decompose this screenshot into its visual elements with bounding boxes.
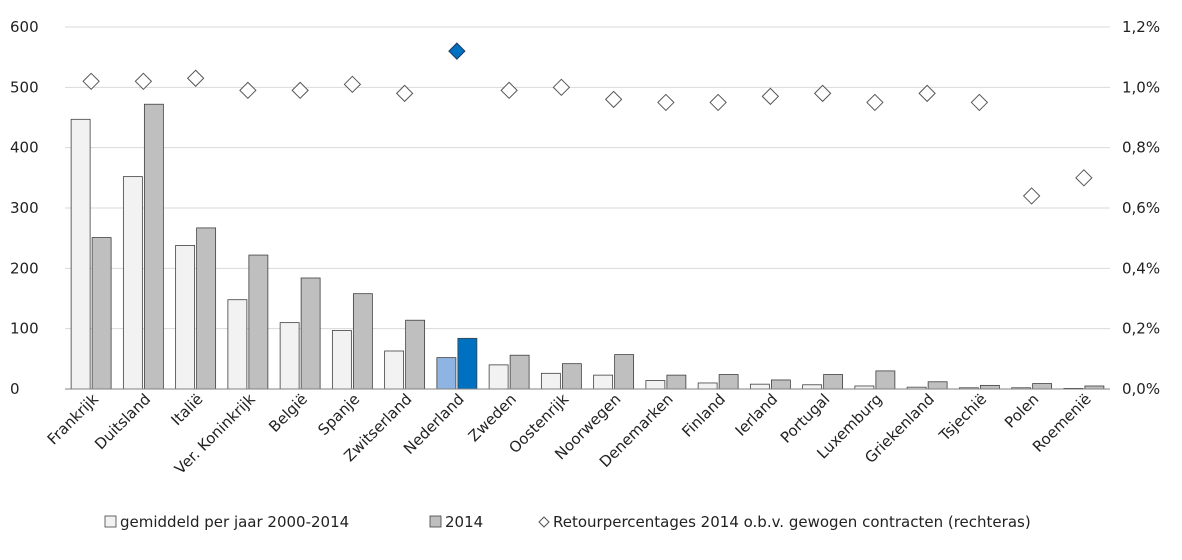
marker-return-pct (291, 81, 309, 100)
x-tick-label: Tsjechië (935, 390, 990, 445)
marker-return-pct (761, 87, 780, 106)
bar-2014 (718, 374, 739, 390)
y-tick-label-left: 500 (10, 78, 39, 96)
bar-2014 (1032, 383, 1053, 390)
y-tick-label-right: 0,6% (1122, 199, 1160, 217)
y-tick-label-right: 0,4% (1122, 259, 1160, 277)
bar-2014 (457, 337, 478, 390)
bar-2014 (352, 293, 373, 390)
marker-return-pct (134, 72, 153, 91)
x-tick-label: Polen (1001, 390, 1042, 431)
marker-return-pct (552, 78, 571, 97)
bar-2014 (300, 277, 321, 390)
marker-return-pct (186, 69, 205, 87)
marker-return-pct (604, 90, 623, 109)
bar-2014 (509, 354, 530, 390)
bar-2014 (927, 381, 948, 390)
legend-symbol-bar (104, 515, 117, 528)
y-tick-label-left: 300 (10, 199, 39, 217)
y-tick-label-left: 100 (10, 320, 39, 338)
bar-2014 (666, 374, 687, 390)
bar-2014 (770, 379, 791, 390)
marker-return-pct (813, 84, 832, 103)
bar-2014 (405, 319, 426, 390)
marker-return-pct (343, 75, 362, 94)
marker-return-pct (239, 81, 257, 100)
bar-average (697, 382, 718, 390)
y-tick-label-right: 0,8% (1122, 139, 1160, 157)
bar-2014 (196, 227, 217, 390)
x-tick-label: België (265, 390, 311, 436)
legend-symbol-marker (538, 516, 550, 528)
y-tick-label-right: 0,2% (1122, 320, 1160, 338)
y-tick-label-left: 0 (10, 380, 20, 398)
bar-average (70, 118, 91, 390)
bar-average (540, 372, 561, 390)
x-tick-label: Spanje (314, 390, 363, 439)
x-tick-label: Italië (168, 390, 207, 429)
marker-return-pct (970, 93, 989, 112)
marker-return-pct (1022, 187, 1041, 205)
bar-average (331, 330, 352, 390)
x-tick-label: Ierland (732, 390, 782, 440)
legend-label: gemiddeld per jaar 2000-2014 (120, 513, 349, 531)
bar-average (802, 384, 823, 390)
legend-symbol-bar (429, 515, 442, 528)
bar-average (175, 245, 196, 390)
bar-average (227, 299, 248, 390)
bar-2014 (248, 254, 269, 390)
bar-2014 (561, 363, 582, 390)
bar-2014 (823, 374, 844, 390)
y-tick-label-left: 200 (10, 259, 39, 277)
bar-average (279, 322, 300, 390)
y-tick-label-left: 400 (10, 139, 39, 157)
bar-2014 (614, 354, 635, 390)
x-tick-label: Duitsland (91, 390, 154, 453)
legend-label: Retourpercentages 2014 o.b.v. gewogen co… (553, 513, 1031, 531)
bar-2014 (91, 237, 112, 390)
marker-return-pct (918, 84, 936, 103)
marker-return-pct (709, 93, 727, 112)
y-tick-label-left: 600 (10, 18, 39, 36)
bar-2014 (143, 103, 164, 390)
bar-average (593, 374, 614, 390)
bar-2014 (875, 370, 896, 390)
y-tick-label-right: 1,0% (1122, 78, 1160, 96)
bar-2014 (979, 384, 1000, 390)
marker-return-pct (500, 81, 518, 100)
marker-return-pct (448, 42, 466, 60)
legend-label: 2014 (445, 513, 483, 531)
bar-average (122, 176, 143, 390)
bar-average (645, 380, 666, 390)
bar-average (749, 383, 770, 390)
marker-return-pct (395, 84, 414, 103)
y-tick-label-right: 1,2% (1122, 18, 1160, 36)
marker-return-pct (866, 93, 884, 112)
marker-return-pct (657, 93, 675, 112)
bar-average (488, 364, 509, 390)
bar-average (384, 350, 405, 390)
bar-average (436, 357, 457, 390)
marker-return-pct (82, 72, 100, 91)
y-tick-label-right: 0,0% (1122, 380, 1160, 398)
marker-return-pct (1075, 169, 1093, 187)
x-tick-label: Finland (678, 390, 729, 441)
